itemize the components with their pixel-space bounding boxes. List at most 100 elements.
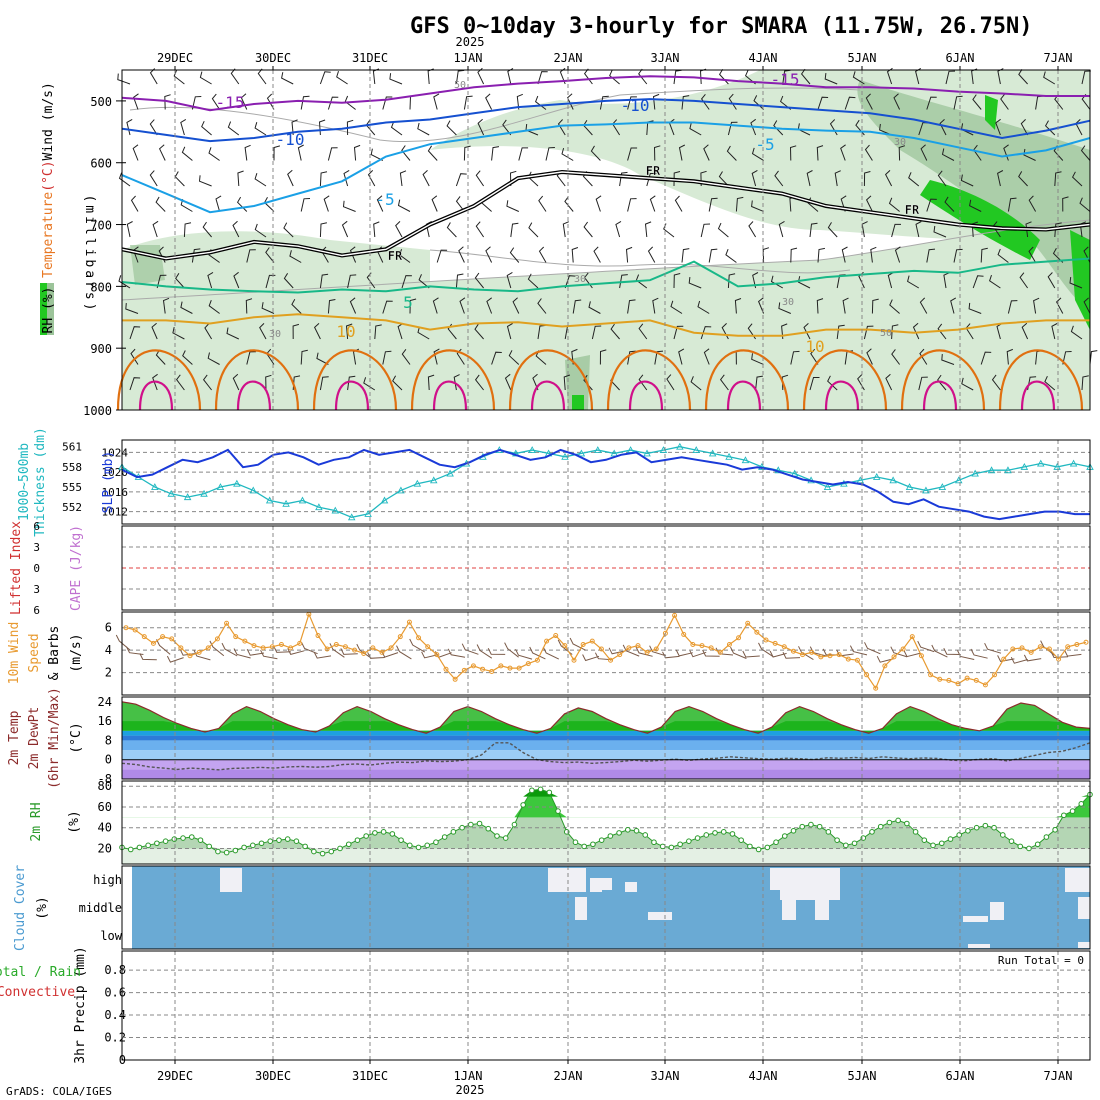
cloud-gap bbox=[625, 882, 637, 892]
wind-barb bbox=[800, 68, 811, 85]
thickness-point bbox=[725, 452, 733, 460]
wind-barb bbox=[836, 324, 845, 340]
wind-barb-10m bbox=[608, 647, 626, 655]
wind-barb bbox=[265, 247, 275, 263]
slp-line bbox=[121, 448, 1090, 521]
wind-barb bbox=[133, 93, 139, 110]
wind-barb bbox=[866, 348, 873, 365]
wind-barb bbox=[708, 248, 718, 263]
wind-speed-point bbox=[1065, 644, 1071, 650]
pressure-tick-label: 800 bbox=[90, 280, 112, 294]
isotherm-20-arc bbox=[628, 380, 664, 411]
lifted-index-axis-label: Lifted Index bbox=[9, 521, 24, 615]
wind-barb bbox=[728, 93, 737, 110]
date-label-top: 5JAN bbox=[848, 51, 877, 65]
wind-barb bbox=[528, 222, 539, 238]
rh-shade-area bbox=[985, 95, 998, 130]
wind-barb bbox=[644, 221, 652, 238]
rh-point bbox=[1008, 838, 1015, 844]
thickness-point bbox=[1037, 459, 1045, 467]
wind-barb bbox=[342, 200, 356, 212]
wind-barb bbox=[1028, 195, 1037, 212]
wind-tick-label: 4 bbox=[105, 643, 112, 657]
wind-barb bbox=[678, 144, 686, 161]
wind-speed-point bbox=[1056, 656, 1062, 662]
wind-barb bbox=[941, 354, 955, 365]
wind-barb bbox=[156, 274, 167, 289]
wind-barb bbox=[191, 248, 201, 263]
wind-barb bbox=[1044, 120, 1056, 136]
wind-barb bbox=[319, 376, 329, 391]
wind-barb-10m bbox=[1064, 649, 1082, 657]
wind-speed-point bbox=[434, 652, 440, 658]
wind-barb bbox=[164, 94, 171, 110]
rh-point bbox=[703, 832, 710, 838]
rh-point bbox=[572, 839, 579, 846]
rh-point bbox=[738, 837, 744, 843]
wind-barb bbox=[292, 323, 300, 340]
temp-color-band bbox=[122, 769, 1090, 779]
date-label-bottom: 3JAN bbox=[651, 1069, 680, 1083]
wind-speed-point bbox=[635, 643, 641, 649]
rh-point bbox=[398, 837, 404, 843]
date-label-top: 1JAN bbox=[454, 51, 483, 65]
thickness-point bbox=[676, 442, 684, 450]
wind-barb bbox=[708, 197, 718, 212]
date-label-top: 29DEC bbox=[157, 51, 193, 65]
cloud-level-label: low bbox=[100, 929, 122, 943]
thickness-point bbox=[889, 476, 897, 484]
rh-point bbox=[947, 836, 954, 842]
rh-point bbox=[337, 845, 343, 852]
wind-barb bbox=[591, 325, 602, 340]
rh-point bbox=[258, 840, 265, 847]
rh-point bbox=[188, 834, 195, 840]
wind-speed-point bbox=[498, 663, 504, 669]
temp-tick-label: 0 bbox=[105, 753, 112, 767]
wind-barb bbox=[1019, 272, 1029, 289]
rh-point bbox=[345, 841, 352, 848]
wind-barb bbox=[491, 351, 502, 365]
rh-point bbox=[904, 820, 910, 827]
wind-barb bbox=[211, 93, 221, 110]
isotherm-5-line bbox=[121, 257, 1091, 294]
wind-barb bbox=[323, 195, 330, 212]
wind-barb bbox=[281, 72, 294, 85]
rh-point bbox=[799, 823, 806, 830]
wind-barb-10m bbox=[515, 648, 533, 660]
wind-barb bbox=[752, 272, 759, 289]
wind-barb bbox=[199, 71, 212, 85]
wind-barb-10m bbox=[649, 645, 667, 657]
wind-barb-10m bbox=[504, 642, 519, 658]
temp-tick-label: 24 bbox=[98, 695, 112, 709]
wind-barb bbox=[246, 351, 256, 365]
wind-barb bbox=[433, 93, 440, 110]
wind-barb bbox=[327, 96, 339, 110]
wind-barb bbox=[840, 144, 846, 161]
wind-barb bbox=[1018, 171, 1028, 187]
slp-tick-label: 1012 bbox=[102, 506, 129, 519]
wind-speed-point bbox=[836, 652, 842, 658]
wind-barb bbox=[446, 120, 457, 136]
contour-label: -15 bbox=[771, 70, 800, 89]
wind-barb bbox=[926, 248, 936, 263]
wind-barb-10m bbox=[582, 654, 600, 662]
wind-barb bbox=[863, 325, 874, 340]
cloud-gap bbox=[1065, 868, 1090, 892]
temp-axis-label: 2m DewPt bbox=[27, 707, 42, 770]
wind-barb bbox=[991, 374, 1001, 391]
thickness-point bbox=[413, 479, 422, 487]
rh-point bbox=[843, 842, 849, 849]
thickness-point bbox=[265, 496, 274, 504]
rh-point bbox=[284, 836, 291, 842]
rh-point bbox=[773, 839, 779, 846]
rh-point bbox=[232, 847, 239, 854]
wind-barb bbox=[789, 145, 797, 161]
wind-barb bbox=[245, 298, 253, 314]
wind-barb bbox=[132, 144, 139, 161]
rh-point bbox=[154, 840, 160, 847]
wind-speed-point bbox=[589, 638, 595, 644]
cloud-axis-label: (%) bbox=[35, 896, 50, 919]
wind-barb bbox=[201, 120, 212, 136]
rh-point bbox=[215, 848, 221, 855]
rh-point bbox=[764, 844, 771, 851]
